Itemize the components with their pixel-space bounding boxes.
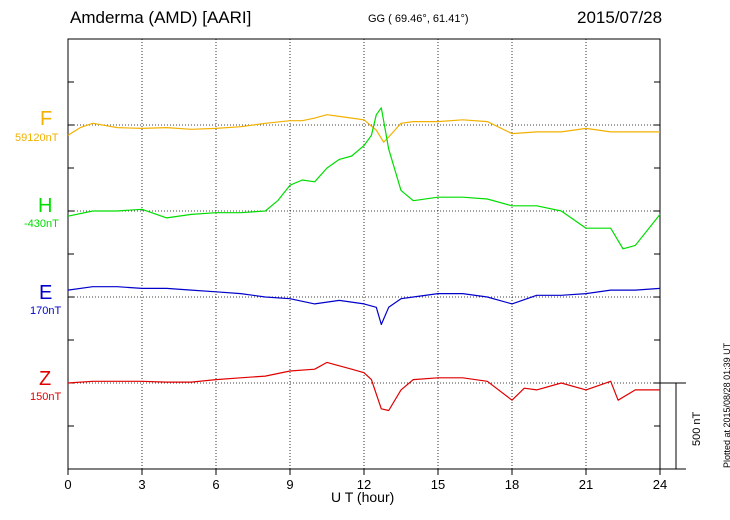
plot-date: 2015/07/28: [577, 8, 663, 27]
tick-label-21: 21: [579, 477, 593, 492]
tick-label-18: 18: [505, 477, 519, 492]
tick-label-6: 6: [212, 477, 219, 492]
label-E: E: [39, 282, 53, 304]
plot-frame: [67, 38, 661, 470]
series-line-Z: [67, 361, 660, 412]
x-axis-label: U T (hour): [331, 489, 395, 505]
series-line-E: [67, 286, 661, 326]
scale-bar-label: 500 nT: [691, 411, 703, 446]
baseline-H: -430nT: [24, 218, 59, 230]
series-line-F: [67, 114, 660, 143]
station-title: Amderma (AMD) [AARI]: [70, 8, 252, 27]
geo-coordinates: GG ( 69.46°, 61.41°): [368, 13, 469, 25]
label-H: H: [38, 195, 53, 217]
tick-label-3: 3: [138, 477, 145, 492]
tick-label-15: 15: [431, 477, 445, 492]
label-F: F: [40, 108, 53, 130]
plotted-timestamp: Plotted at 2015/08/28 01:39 UT: [722, 342, 730, 468]
tick-label-9: 9: [286, 477, 293, 492]
tick-label-12: 12: [357, 477, 371, 492]
scale-bar: [660, 382, 686, 470]
baseline-F: 59120nT: [15, 132, 59, 144]
baseline-E: 170nT: [30, 305, 62, 317]
tick-label-24: 24: [653, 477, 667, 492]
baseline-Z: 150nT: [30, 391, 62, 403]
series-baselines: [68, 124, 660, 384]
vertical-gridlines: [141, 39, 587, 469]
series-lines: [67, 107, 661, 412]
tick-label-0: 0: [64, 477, 71, 492]
series-line-H: [67, 107, 661, 250]
label-Z: Z: [39, 368, 52, 390]
x-axis-ticks: 0 3 6 9 12 15 18 21 24: [64, 38, 667, 492]
